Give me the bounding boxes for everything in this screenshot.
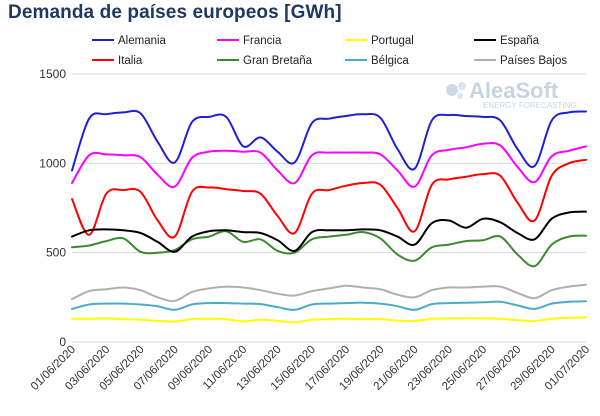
legend-item-italia: Italia [92, 55, 143, 67]
legend-item-gran-bretana: Gran Bretaña [217, 55, 313, 67]
legend-item-paises-bajos: Países Bajos [474, 55, 567, 67]
y-axis: 0 500 1000 1500 [39, 67, 66, 349]
watermark-logo: AleaSoft ENERGY FORECASTING [446, 78, 577, 110]
legend-label: Gran Bretaña [243, 55, 313, 67]
legend-label: Países Bajos [500, 55, 567, 67]
series-line-alemania [71, 109, 587, 172]
aleasoft-logo-icon [446, 82, 466, 99]
y-tick-label: 500 [46, 246, 66, 260]
y-tick-label: 0 [59, 335, 66, 349]
chart-title: Demanda de países europeos [GWh] [8, 2, 342, 23]
legend-label: Alemania [118, 35, 167, 47]
legend-item-portugal: Portugal [345, 35, 414, 47]
series-lines [71, 109, 587, 324]
series-line-gran-bretana [71, 230, 587, 268]
series-line-italia [71, 158, 587, 239]
series-line-belgica [71, 300, 587, 311]
legend-item-francia: Francia [217, 35, 282, 47]
legend-label: Portugal [371, 35, 414, 47]
series-line-portugal [71, 316, 587, 324]
watermark-tagline: ENERGY FORECASTING [483, 101, 577, 110]
y-tick-label: 1000 [39, 156, 66, 170]
legend-label: Francia [243, 35, 282, 47]
series-line-francia [71, 142, 587, 189]
legend-label: Italia [118, 55, 143, 67]
watermark-brand: AleaSoft [469, 78, 559, 103]
legend-label: Bélgica [371, 55, 409, 67]
legend-item-alemania: Alemania [92, 35, 167, 47]
legend-label: España [500, 35, 540, 47]
y-tick-label: 1500 [39, 67, 66, 81]
series-line-paises-bajos [71, 283, 587, 303]
legend: Alemania Francia Portugal España Italia Gran … [92, 35, 567, 67]
legend-item-espana: España [474, 35, 540, 47]
x-axis: 01/06/202003/06/202005/06/202007/06/2020… [29, 344, 592, 393]
gridlines [72, 73, 586, 343]
series-line-espana [71, 210, 587, 253]
legend-item-belgica: Bélgica [345, 55, 409, 67]
